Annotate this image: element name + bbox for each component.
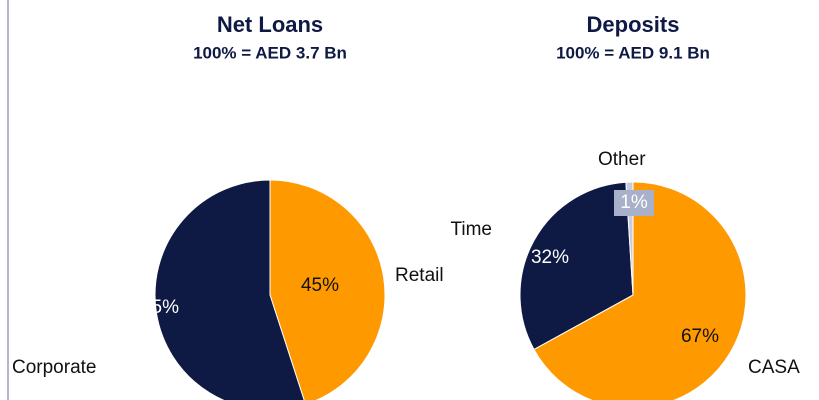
value-label: 32%: [531, 247, 569, 268]
pie-slice: [533, 181, 747, 400]
chart-title: Deposits: [587, 12, 680, 37]
pie-slice: [519, 181, 634, 351]
category-label: Corporate: [12, 357, 97, 378]
category-label: Retail: [395, 265, 444, 286]
value-label: 45%: [301, 275, 339, 296]
value-label: 1%: [620, 192, 648, 213]
pie-slice: [154, 179, 305, 400]
chart-subtitle: 100% = AED 3.7 Bn: [193, 43, 347, 62]
category-label: CASA: [748, 357, 800, 378]
category-label: Other: [598, 149, 646, 170]
chart-subtitle: 100% = AED 9.1 Bn: [556, 43, 710, 62]
chart-title: Net Loans: [217, 12, 323, 37]
value-label: 67%: [681, 326, 719, 347]
category-label: Time: [450, 219, 492, 240]
label-bg: [614, 190, 654, 216]
value-label: 55%: [141, 297, 179, 318]
pie-slice: [269, 179, 386, 400]
